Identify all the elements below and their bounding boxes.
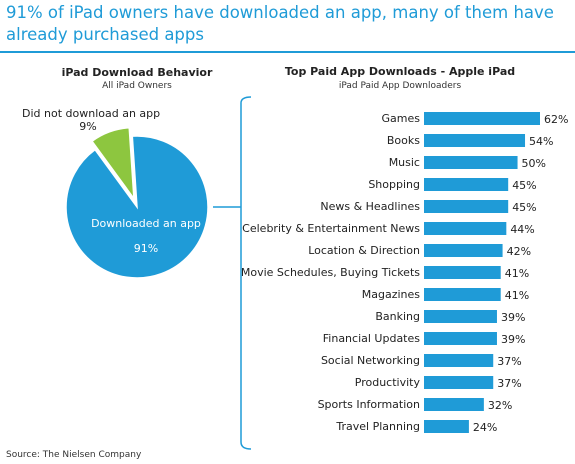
bar-category-label: Celebrity & Entertainment News bbox=[242, 222, 420, 235]
bar-category-label: Shopping bbox=[368, 178, 420, 191]
bar-category-label: Movie Schedules, Buying Tickets bbox=[241, 266, 420, 279]
bar-value-label: 37% bbox=[497, 355, 521, 368]
bar-category-label: Books bbox=[387, 134, 420, 147]
headline: 91% of iPad owners have downloaded an ap… bbox=[6, 3, 554, 44]
bar bbox=[424, 134, 526, 147]
bar bbox=[424, 332, 497, 345]
pie-label-downloaded: Downloaded an app bbox=[91, 217, 201, 230]
bar-category-label: Travel Planning bbox=[335, 420, 420, 433]
bar bbox=[424, 156, 518, 169]
bar bbox=[424, 112, 540, 125]
bar-category-label: Music bbox=[389, 156, 420, 169]
bar-value-label: 24% bbox=[473, 421, 497, 434]
bar bbox=[424, 244, 503, 257]
bar-category-label: Sports Information bbox=[318, 398, 420, 411]
bar-value-label: 42% bbox=[507, 245, 531, 258]
pie-to-bars-bracket bbox=[213, 96, 252, 450]
bar-value-label: 37% bbox=[497, 377, 521, 390]
bar-chart-subtitle: iPad Paid App Downloaders bbox=[339, 81, 462, 91]
pie-slice-downloaded bbox=[65, 135, 209, 279]
bar bbox=[424, 310, 497, 323]
pie-value-did-not-download: 9% bbox=[79, 120, 96, 133]
pie-chart: iPad Download Behavior All iPad Owners D… bbox=[22, 66, 213, 279]
pie-label-did-not-download: Did not download an app bbox=[22, 107, 160, 120]
bar-category-label: Productivity bbox=[355, 376, 421, 389]
bar-value-label: 41% bbox=[505, 289, 529, 302]
bar-category-label: Magazines bbox=[362, 288, 421, 301]
bar-value-label: 32% bbox=[488, 399, 512, 412]
bar bbox=[424, 398, 484, 411]
pie-slice-did-not-download bbox=[90, 126, 135, 202]
bar bbox=[424, 266, 501, 279]
bar bbox=[424, 420, 469, 433]
bar-value-label: 39% bbox=[501, 311, 525, 324]
source-note: Source: The Nielsen Company bbox=[6, 450, 142, 460]
bar-category-label: Financial Updates bbox=[323, 332, 421, 345]
bar-chart: Games 62% Books 54% Music 50% Shopping 45% News … bbox=[241, 112, 568, 434]
bar-value-label: 45% bbox=[512, 201, 536, 214]
bar-category-label: Social Networking bbox=[321, 354, 420, 367]
bar bbox=[424, 288, 501, 301]
bar bbox=[424, 354, 494, 367]
bar bbox=[424, 200, 509, 213]
pie-value-downloaded: 91% bbox=[134, 242, 158, 255]
bar-value-label: 41% bbox=[505, 267, 529, 280]
bar-category-label: Games bbox=[382, 112, 421, 125]
bar-category-label: Location & Direction bbox=[308, 244, 420, 257]
bar-category-label: News & Headlines bbox=[320, 200, 420, 213]
bar-category-label: Banking bbox=[375, 310, 420, 323]
bar-value-label: 45% bbox=[512, 179, 536, 192]
bar-value-label: 44% bbox=[510, 223, 534, 236]
headline-rule bbox=[0, 51, 575, 53]
bar-value-label: 50% bbox=[522, 157, 546, 170]
pie-subtitle: All iPad Owners bbox=[102, 81, 172, 91]
bar bbox=[424, 178, 509, 191]
bar bbox=[424, 376, 494, 389]
pie-title: iPad Download Behavior bbox=[62, 66, 213, 79]
bar-value-label: 54% bbox=[529, 135, 553, 148]
bar-value-label: 62% bbox=[544, 113, 568, 126]
bar bbox=[424, 222, 507, 235]
bar-chart-title: Top Paid App Downloads - Apple iPad bbox=[285, 65, 515, 78]
bar-value-label: 39% bbox=[501, 333, 525, 346]
